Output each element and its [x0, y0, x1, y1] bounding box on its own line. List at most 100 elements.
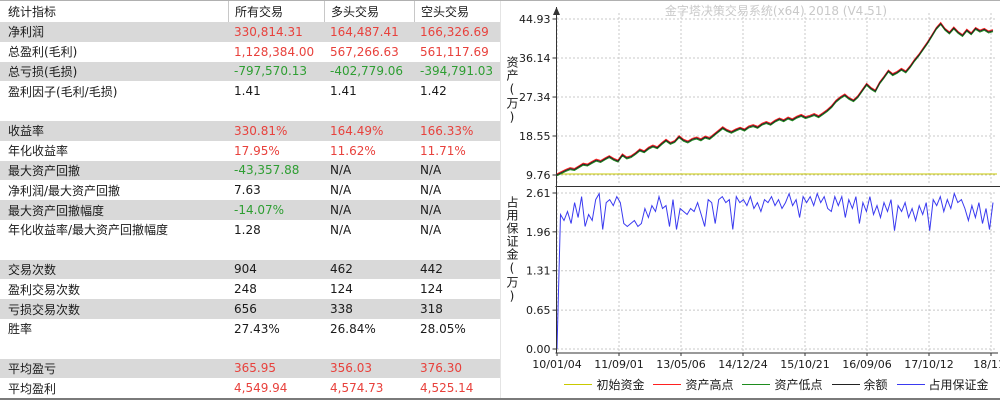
table-row: 盈利交易次数248124124: [0, 279, 500, 299]
table-row: 平均盈利4,549.944,574.734,525.14: [0, 378, 500, 398]
stat-label: 净利润/最大资产回撤: [0, 182, 228, 199]
table-row: 总盈利(毛利)1,128,384.00567,266.63561,117.69: [0, 42, 500, 62]
stat-label: 年化收益率/最大资产回撤幅度: [0, 221, 228, 238]
table-row: 最大资产回撤幅度-14.07%N/AN/A: [0, 200, 500, 220]
column-header-all-trades: 所有交易: [228, 1, 324, 22]
stat-value: 164.49%: [324, 124, 414, 138]
legend-line-swatch: [742, 384, 770, 385]
column-header-long-trades: 多头交易: [324, 1, 414, 22]
stat-label: 收益率: [0, 122, 228, 139]
table-row: 胜率27.43%26.84%28.05%: [0, 319, 500, 339]
y-tick-label: 44.93: [519, 13, 551, 26]
stat-value: 1.42: [414, 84, 500, 98]
stat-value: 338: [324, 302, 414, 316]
legend-line-swatch: [653, 384, 681, 385]
stat-value: 1,128,384.00: [228, 45, 324, 59]
table-row: 盈利因子(毛利/毛损)1.411.411.42: [0, 81, 500, 101]
stat-value: 365.95: [228, 361, 324, 375]
y-axis-arrow: [553, 7, 560, 15]
table-row: 交易次数904462442: [0, 260, 500, 280]
legend-item: 资产低点: [742, 376, 822, 393]
table-row: 最大资产回撤-43,357.88N/AN/A: [0, 161, 500, 181]
stat-label: 总盈利(毛利): [0, 43, 228, 60]
x-tick-label: 10/01/04: [532, 358, 581, 371]
table-spacer-row: [0, 240, 500, 260]
stat-label: 年化收益率: [0, 142, 228, 159]
legend-label: 余额: [864, 376, 888, 393]
stat-value: 166.33%: [414, 124, 500, 138]
stat-value: -14.07%: [228, 203, 324, 217]
stat-value: 330,814.31: [228, 25, 324, 39]
legend-label: 初始资金: [596, 376, 644, 393]
stat-value: N/A: [414, 223, 500, 237]
stat-value: 7.63: [228, 183, 324, 197]
stat-value: 1.41: [228, 84, 324, 98]
stat-value: N/A: [414, 183, 500, 197]
stat-value: N/A: [414, 163, 500, 177]
table-spacer-row: [0, 101, 500, 121]
stat-value: 656: [228, 302, 324, 316]
stat-value: 904: [228, 262, 324, 276]
stat-value: -43,357.88: [228, 163, 324, 177]
stat-value: N/A: [324, 223, 414, 237]
x-tick-label: 13/05/06: [656, 358, 705, 371]
y-tick-label: 1.96: [526, 226, 551, 239]
series-line: [557, 25, 993, 176]
table-spacer-row: [0, 339, 500, 359]
stat-value: 11.71%: [414, 144, 500, 158]
legend-label: 占用保证金: [929, 376, 989, 393]
stat-value: 166,326.69: [414, 25, 500, 39]
legend-item: 余额: [832, 376, 888, 393]
stat-value: 4,574.73: [324, 381, 414, 395]
stat-value: 27.43%: [228, 322, 324, 336]
table-header: 统计指标 所有交易 多头交易 空头交易: [0, 1, 500, 22]
stat-value: -402,779.06: [324, 64, 414, 78]
stat-label: 平均盈利: [0, 380, 228, 397]
stat-value: 462: [324, 262, 414, 276]
stat-value: -797,570.13: [228, 64, 324, 78]
column-header-indicator: 统计指标: [0, 1, 228, 22]
legend-label: 资产低点: [774, 376, 822, 393]
stat-label: 胜率: [0, 320, 228, 337]
stat-label: 亏损交易次数: [0, 301, 228, 318]
y-tick-label: 36.14: [519, 52, 551, 65]
stat-label: 交易次数: [0, 261, 228, 278]
y-tick-label: 18.55: [519, 130, 551, 143]
x-tick-label: 16/09/06: [842, 358, 891, 371]
table-row: 年化收益率/最大资产回撤幅度1.28N/AN/A: [0, 220, 500, 240]
stat-value: 164,487.41: [324, 25, 414, 39]
stat-value: 17.95%: [228, 144, 324, 158]
y-tick-label: 0.65: [526, 304, 551, 317]
column-header-short-trades: 空头交易: [414, 1, 500, 22]
table-row: 亏损交易次数656338318: [0, 299, 500, 319]
y-tick-label: 1.31: [526, 265, 551, 278]
y-tick-label: 2.61: [526, 187, 551, 200]
stat-value: 1.28: [228, 223, 324, 237]
stat-value: 28.05%: [414, 322, 500, 336]
stat-value: 124: [324, 282, 414, 296]
x-tick-label: 14/12/24: [718, 358, 767, 371]
stat-value: 442: [414, 262, 500, 276]
stat-label: 平均盈亏: [0, 360, 228, 377]
series-line: [557, 24, 993, 175]
stat-value: -394,791.03: [414, 64, 500, 78]
stat-value: N/A: [324, 163, 414, 177]
stat-value: 561,117.69: [414, 45, 500, 59]
series-line: [557, 23, 993, 174]
stat-value: 248: [228, 282, 324, 296]
stat-value: 4,525.14: [414, 381, 500, 395]
y-tick-label: 9.76: [526, 169, 551, 182]
stat-value: N/A: [324, 183, 414, 197]
table-row: 年化收益率17.95%11.62%11.71%: [0, 141, 500, 161]
stat-label: 总亏损(毛损): [0, 63, 228, 80]
table-row: 收益率330.81%164.49%166.33%: [0, 121, 500, 141]
backtest-report-window: 统计指标 所有交易 多头交易 空头交易 净利润330,814.31164,487…: [0, 0, 1000, 400]
legend-line-swatch: [564, 384, 592, 385]
stat-value: 4,549.94: [228, 381, 324, 395]
x-tick-label: 15/10/21: [780, 358, 829, 371]
x-tick-label: 17/10/12: [904, 358, 953, 371]
y-tick-label: 0.00: [526, 343, 551, 356]
chart-legend: 初始资金资产高点资产低点余额占用保证金: [556, 376, 997, 393]
stat-value: N/A: [324, 203, 414, 217]
table-body: 净利润330,814.31164,487.41166,326.69总盈利(毛利)…: [0, 22, 500, 398]
